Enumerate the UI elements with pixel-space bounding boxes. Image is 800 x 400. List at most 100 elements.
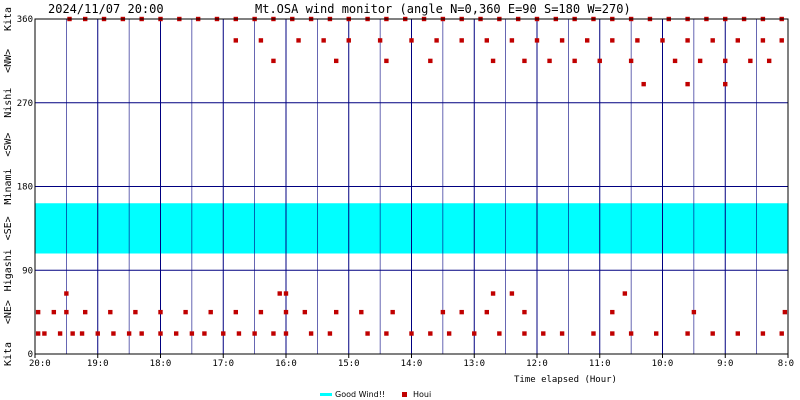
houi-point (490, 291, 496, 296)
houi-point (509, 38, 515, 43)
houi-point (446, 331, 452, 336)
houi-point (390, 309, 395, 315)
houi-point (334, 58, 339, 64)
houi-point (591, 331, 596, 336)
legend-good-wind-swatch (320, 393, 332, 396)
houi-point (654, 331, 659, 336)
houi-point (534, 38, 540, 43)
houi-point (610, 309, 615, 315)
houi-point (691, 309, 697, 315)
houi-point (70, 331, 75, 336)
y-direction-label: <NW> (3, 49, 14, 73)
houi-point (428, 331, 433, 336)
houi-point (497, 331, 502, 336)
y-direction-label: Higashi (3, 249, 14, 291)
y-direction-label: Nishi (3, 88, 14, 118)
houi-point (484, 38, 489, 43)
houi-point (158, 331, 163, 336)
houi-point (252, 331, 257, 336)
houi-point (233, 38, 238, 43)
houi-point (236, 331, 242, 336)
houi-point (779, 331, 784, 336)
houi-point (64, 291, 69, 296)
houi-point (610, 331, 615, 336)
houi-point (748, 58, 753, 64)
houi-point (459, 309, 464, 315)
houi-point (541, 331, 546, 336)
houi-point (660, 38, 665, 43)
y-direction-label: Kita (3, 342, 14, 366)
x-tick-label: 18:0 (150, 359, 172, 369)
y-axis-ticks: 0 90 180 270 360 (17, 15, 33, 360)
x-tick-label: 9:0 (717, 359, 733, 369)
houi-point (628, 331, 634, 336)
houi-point (327, 331, 333, 336)
houi-point (490, 58, 496, 64)
houi-point (723, 81, 728, 87)
x-tick-label: 12:0 (526, 359, 548, 369)
houi-point (685, 331, 690, 336)
legend: Good Wind!! Houi (320, 390, 431, 399)
houi-point (723, 58, 728, 64)
houi-point (779, 38, 784, 43)
houi-point (628, 58, 634, 64)
x-tick-label: 19:0 (87, 359, 109, 369)
houi-point (258, 309, 264, 315)
houi-point (346, 38, 351, 43)
houi-point (365, 331, 370, 336)
houi-point (384, 58, 389, 64)
x-tick-label: 10:0 (652, 359, 674, 369)
houi-point (685, 38, 690, 43)
y-direction-label: <SW> (3, 133, 14, 157)
x-tick-label: 20:0 (29, 359, 51, 369)
houi-point (334, 309, 339, 315)
houi-point (710, 331, 715, 336)
x-tick-label: 13:0 (463, 359, 485, 369)
x-axis-label: Time elapsed (Hour) (514, 375, 617, 385)
houi-point (710, 38, 715, 43)
houi-point (271, 331, 276, 336)
chart-title: Mt.OSA wind monitor (angle N=0,360 E=90 … (255, 2, 631, 16)
houi-point (202, 331, 207, 336)
houi-point (139, 331, 144, 336)
houi-point (572, 58, 577, 64)
houi-point (409, 38, 414, 43)
y-direction-label: Minami (3, 168, 14, 204)
houi-point (64, 309, 69, 315)
houi-point (133, 309, 138, 315)
houi-point (735, 38, 740, 43)
houi-point (108, 309, 113, 315)
y-tick-label: 270 (17, 99, 33, 109)
houi-point (782, 309, 788, 315)
houi-point (428, 58, 433, 64)
y-direction-label: <SE> (3, 216, 14, 240)
houi-point (308, 331, 314, 336)
houi-point (641, 81, 646, 87)
houi-point (233, 309, 238, 315)
houi-point (283, 331, 289, 336)
legend-good-wind-label: Good Wind!! (335, 390, 385, 399)
houi-point (766, 58, 772, 64)
houi-point (522, 309, 527, 315)
houi-point (509, 291, 515, 296)
houi-point (760, 331, 766, 336)
houi-point (384, 331, 389, 336)
x-tick-label: 17:0 (212, 359, 234, 369)
houi-point (735, 331, 740, 336)
x-tick-label: 15:0 (338, 359, 360, 369)
houi-point (208, 309, 213, 315)
houi-point (271, 58, 276, 64)
houi-point (158, 309, 163, 315)
houi-point (359, 309, 364, 315)
houi-point (183, 309, 188, 315)
x-tick-label: 11:0 (589, 359, 611, 369)
houi-point (622, 291, 628, 296)
houi-point (95, 331, 100, 336)
houi-point (83, 309, 88, 315)
x-tick-label: 14:0 (401, 359, 423, 369)
x-tick-label: 16:0 (275, 359, 297, 369)
y-tick-label: 180 (17, 183, 33, 193)
x-axis-ticks: 20:0 19:0 18:0 17:0 16:0 15:0 14:0 13:0 12:0 11:0… (29, 354, 794, 369)
houi-point (434, 38, 439, 43)
